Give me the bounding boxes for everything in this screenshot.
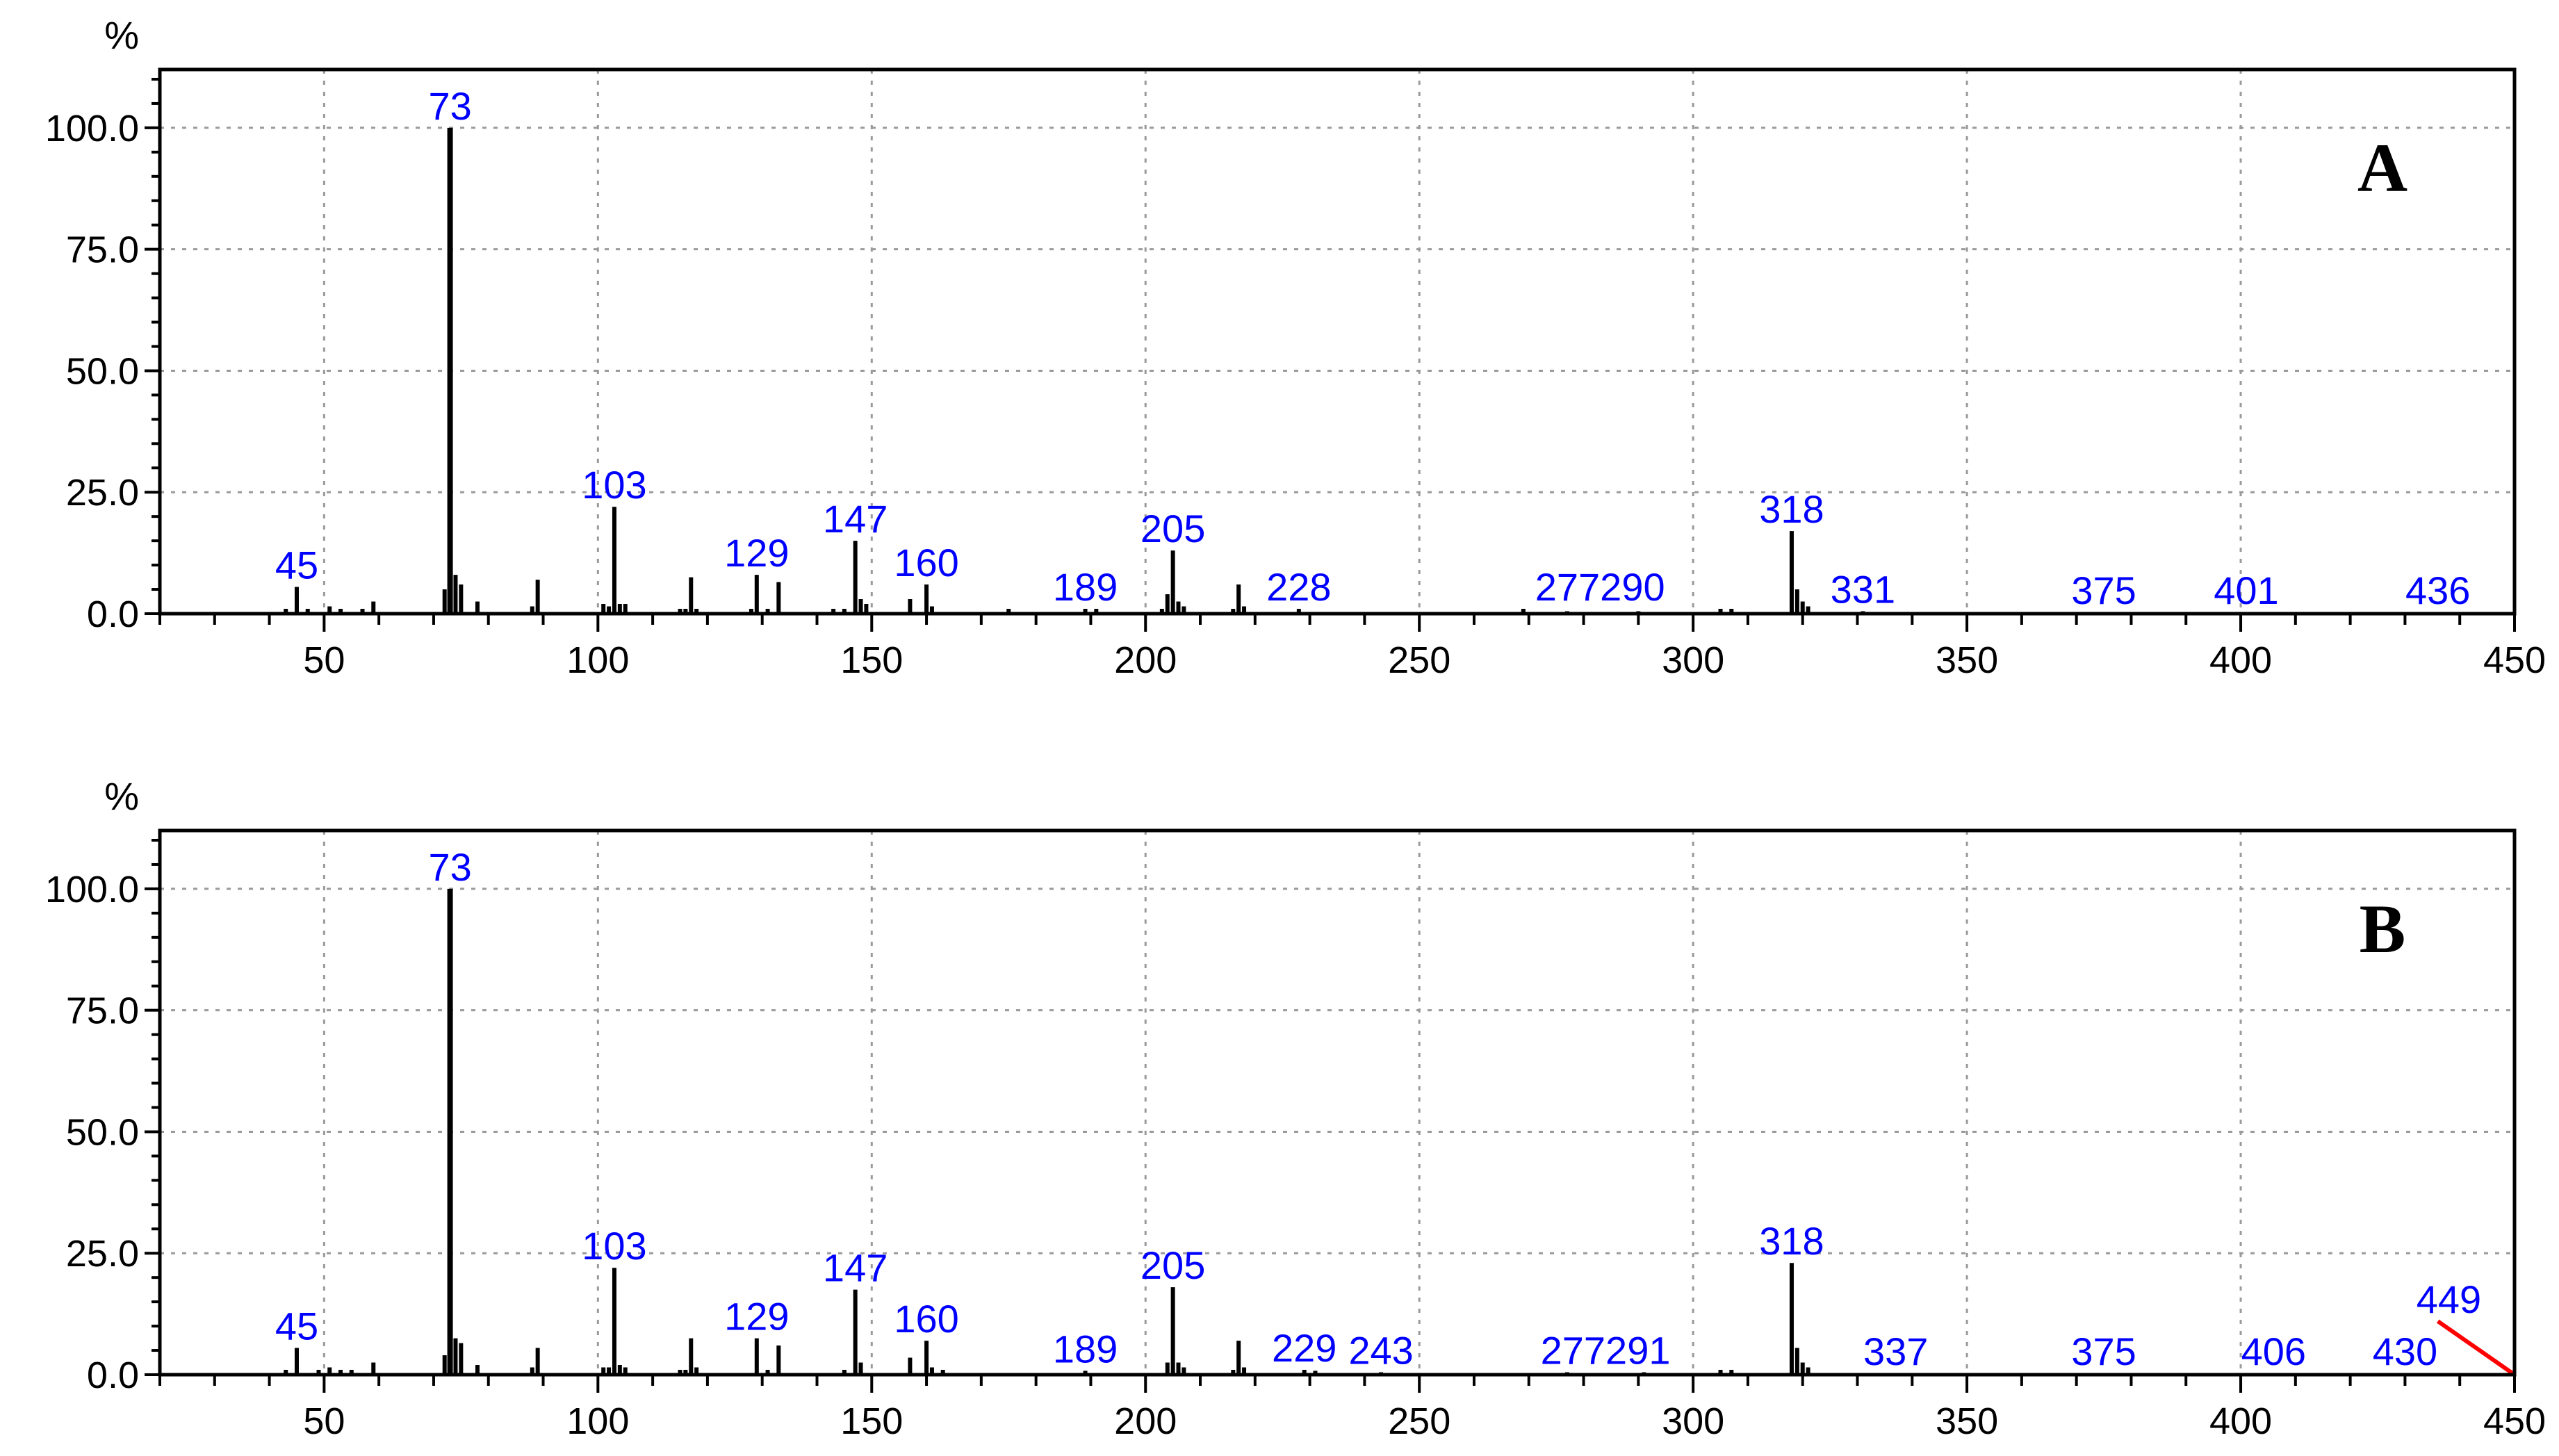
- peak-label: 45: [275, 543, 318, 587]
- x-tick-label: 450: [2483, 639, 2546, 681]
- spectrum-panel-b: 50 100 150 200 250 300 350 400 450 0.0 25.0 50.0 75.…: [45, 774, 2546, 1442]
- peak-label: 129: [724, 531, 789, 575]
- peak-label: 277291: [1541, 1329, 1671, 1373]
- peak-label: 103: [582, 1224, 646, 1268]
- y-unit-label: %: [104, 13, 139, 57]
- y-tick-label: 50.0: [66, 350, 139, 392]
- x-tick-label: 300: [1662, 1400, 1724, 1442]
- x-tick-label: 100: [566, 639, 629, 681]
- peak-label: 401: [2214, 569, 2278, 612]
- peak-label: 277290: [1535, 565, 1665, 609]
- peak-label: 129: [724, 1295, 789, 1339]
- peak-label: 337: [1863, 1330, 1928, 1373]
- peak-label: 103: [582, 463, 646, 507]
- x-tick-label: 350: [1936, 639, 1998, 681]
- peak-label: 449: [2417, 1277, 2481, 1321]
- peak-label: 318: [1759, 1219, 1824, 1263]
- peak-label: 147: [823, 1246, 888, 1290]
- x-tick-label: 400: [2209, 1400, 2272, 1442]
- peak-label: 375: [2071, 1330, 2136, 1373]
- y-tick-label: 75.0: [66, 229, 139, 271]
- peak-label: 189: [1053, 1327, 1118, 1371]
- peak-label: 45: [275, 1304, 318, 1348]
- x-tick-label: 50: [303, 1400, 345, 1442]
- x-tick-label: 200: [1114, 639, 1177, 681]
- peak-label: 436: [2405, 569, 2470, 612]
- x-tick-label: 350: [1936, 1400, 1998, 1442]
- x-tick-label: 250: [1388, 1400, 1450, 1442]
- peak-label: 73: [428, 845, 471, 889]
- y-tick-label: 25.0: [66, 1233, 139, 1275]
- y-tick-label: 0.0: [87, 594, 139, 635]
- panel-letter: A: [2357, 129, 2407, 206]
- peak-label: 430: [2373, 1330, 2437, 1373]
- y-tick-label: 100.0: [45, 108, 139, 149]
- y-tick-label: 25.0: [66, 472, 139, 514]
- x-tick-label: 150: [840, 1400, 903, 1442]
- y-tick-label: 100.0: [45, 869, 139, 910]
- x-tick-label: 300: [1662, 639, 1724, 681]
- x-tick-label: 50: [303, 639, 345, 681]
- peak-label: 243: [1348, 1329, 1413, 1373]
- x-tick-label: 450: [2483, 1400, 2546, 1442]
- spectrum-panel-a: 50 100 150 200 250 300 350 400 450 0.0 25.0 50.0 75.…: [45, 13, 2546, 681]
- peak-label: 229: [1272, 1326, 1336, 1370]
- x-tick-label: 400: [2209, 639, 2272, 681]
- peak-label: 189: [1053, 565, 1118, 609]
- peak-label: 160: [894, 541, 958, 584]
- panel-letter: B: [2360, 890, 2406, 967]
- plot-frame: [158, 828, 2517, 1377]
- x-tick-label: 100: [566, 1400, 629, 1442]
- y-tick-label: 0.0: [87, 1355, 139, 1396]
- x-tick-label: 150: [840, 639, 903, 681]
- y-tick-label: 75.0: [66, 990, 139, 1032]
- peak-label: 406: [2241, 1330, 2306, 1373]
- peak-label: 73: [428, 84, 471, 128]
- y-unit-label: %: [104, 774, 139, 818]
- peak-label: 318: [1759, 487, 1824, 531]
- peak-label: 205: [1140, 1243, 1205, 1287]
- x-tick-label: 250: [1388, 639, 1450, 681]
- peak-label: 375: [2071, 569, 2136, 612]
- y-tick-label: 50.0: [66, 1111, 139, 1153]
- peak-label: 160: [894, 1297, 958, 1341]
- peak-label: 331: [1831, 568, 1895, 612]
- plot-frame: [158, 67, 2517, 616]
- peak-label: 205: [1140, 507, 1205, 550]
- peak-label: 147: [823, 497, 888, 541]
- annotation-line: [2436, 1319, 2516, 1377]
- x-tick-label: 200: [1114, 1400, 1177, 1442]
- peak-label: 228: [1266, 565, 1331, 609]
